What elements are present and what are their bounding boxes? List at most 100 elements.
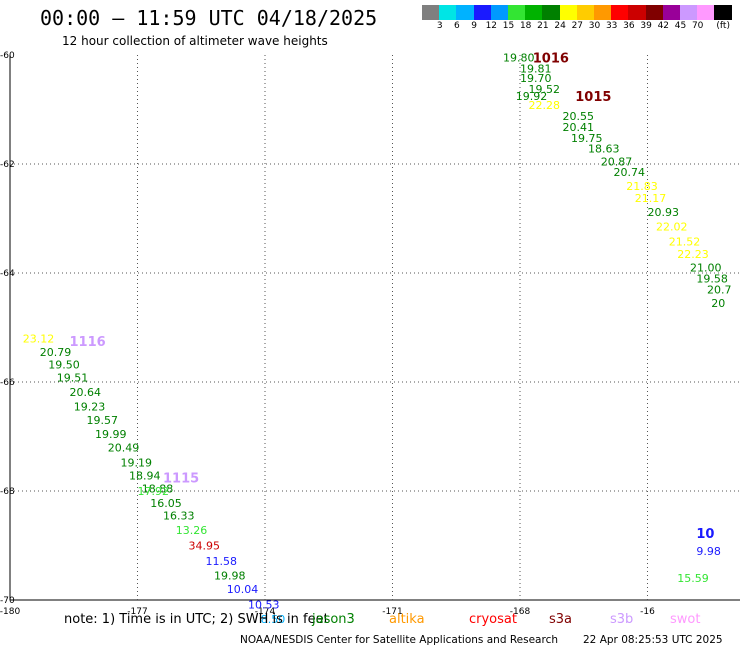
wave-height-value: 20.87 bbox=[601, 155, 633, 168]
colorbar-swatch bbox=[422, 5, 440, 20]
wave-height-value: 19.52 bbox=[528, 83, 560, 96]
satellite-legend-altika: altika bbox=[389, 612, 425, 627]
wave-height-value: 16.05 bbox=[150, 497, 182, 510]
colorbar-tick-label: 27 bbox=[571, 21, 584, 31]
colorbar-tick-label: 30 bbox=[588, 21, 601, 31]
colorbar-swatch bbox=[662, 5, 681, 20]
colorbar-tick-label: 9 bbox=[471, 21, 477, 31]
colorbar-tick-label: 42 bbox=[657, 21, 670, 31]
colorbar-swatch bbox=[645, 5, 664, 20]
wave-height-value: 19.51 bbox=[57, 372, 89, 385]
wave-height-value: 9.98 bbox=[696, 545, 721, 558]
wave-height-value: 19.99 bbox=[95, 428, 127, 441]
wave-height-value: 19.92 bbox=[516, 90, 548, 103]
colorbar-tick-label: 6 bbox=[454, 21, 460, 31]
colorbar-swatch bbox=[559, 5, 578, 20]
colorbar-swatch bbox=[611, 5, 629, 20]
wave-height-value: 22.23 bbox=[677, 248, 709, 261]
colorbar-tick-label: 15 bbox=[502, 21, 515, 31]
satellite-legend-s3a: s3a bbox=[549, 612, 573, 627]
pass-id-label: 1016 bbox=[533, 52, 569, 67]
x-tick-label: -174 bbox=[255, 607, 276, 617]
colorbar-swatch bbox=[628, 5, 647, 20]
y-tick-label: -66 bbox=[0, 378, 15, 388]
colorbar-tick-label: 39 bbox=[640, 21, 652, 31]
wave-height-value: 10.04 bbox=[227, 583, 259, 596]
pass-id-label: 1116 bbox=[69, 335, 105, 350]
wave-height-value: 20 bbox=[711, 297, 725, 310]
wave-height-value: 21.83 bbox=[626, 180, 658, 193]
satellite-legend-swot: swot bbox=[670, 612, 701, 627]
wave-height-value: 22.28 bbox=[528, 99, 560, 112]
chart-subtitle: 12 hour collection of altimeter wave hei… bbox=[62, 34, 328, 48]
wave-height-value: 21.00 bbox=[690, 262, 722, 275]
colorbar-tick-label: 33 bbox=[605, 21, 618, 31]
wave-height-value: 16.33 bbox=[163, 510, 195, 523]
y-tick-label: -68 bbox=[0, 487, 15, 497]
wave-height-value: 20.7 bbox=[707, 283, 732, 296]
y-tick-label: -64 bbox=[0, 269, 15, 279]
colorbar-swatch bbox=[594, 5, 612, 20]
wave-height-value: 19.70 bbox=[520, 72, 552, 85]
colorbar-tick-label: 45 bbox=[674, 21, 687, 31]
colorbar-unit: (ft) bbox=[716, 21, 730, 31]
wave-height-value: 23.12 bbox=[23, 332, 55, 345]
wave-height-value: 18.94 bbox=[129, 470, 161, 483]
wave-height-value: 22.02 bbox=[656, 221, 688, 234]
satellite-legend-jason3: jason3 bbox=[312, 612, 355, 627]
y-tick-label: -60 bbox=[0, 51, 15, 61]
wave-height-value: 21.52 bbox=[669, 235, 701, 248]
wave-height-value: 19.81 bbox=[520, 63, 552, 76]
x-tick-label: -180 bbox=[0, 607, 20, 617]
note-text: note: 1) Time is in UTC; 2) SWH is in fe… bbox=[64, 612, 329, 627]
wave-height-value: 19.23 bbox=[74, 401, 106, 414]
colorbar-tick-label: 12 bbox=[485, 21, 498, 31]
wave-height-value: 19.98 bbox=[214, 569, 246, 582]
wave-height-value: 8.50 bbox=[261, 613, 286, 626]
colorbar-swatch bbox=[714, 5, 733, 20]
wave-height-value: 19.50 bbox=[48, 359, 80, 372]
x-tick-label: -177 bbox=[127, 607, 147, 617]
wave-height-value: 20.41 bbox=[562, 121, 594, 134]
colorbar-tick-label: 3 bbox=[436, 21, 443, 31]
colorbar-swatch bbox=[508, 5, 526, 20]
y-tick-label: -70 bbox=[0, 596, 15, 606]
wave-height-value: 18.88 bbox=[142, 482, 174, 495]
colorbar-swatch bbox=[542, 5, 561, 20]
wave-height-value: 19.80 bbox=[503, 52, 534, 65]
colorbar-swatch bbox=[680, 5, 698, 20]
wave-height-value: 19.75 bbox=[571, 132, 603, 145]
pass-id-label: 1115 bbox=[163, 471, 199, 486]
x-tick-label: -171 bbox=[382, 607, 402, 617]
colorbar-swatch bbox=[525, 5, 543, 20]
colorbar-swatch bbox=[490, 5, 509, 20]
satellite-legend-s3b: s3b bbox=[610, 612, 634, 627]
colorbar-swatch bbox=[456, 5, 475, 20]
chart-title: 00:00 – 11:59 UTC 04/18/2025 bbox=[40, 6, 378, 30]
x-tick-label: -168 bbox=[510, 607, 531, 617]
colorbar-swatch bbox=[439, 5, 457, 20]
colorbar-swatch bbox=[473, 5, 492, 20]
colorbar-tick-label: 70 bbox=[691, 21, 704, 31]
wave-height-value: 11.58 bbox=[205, 555, 237, 568]
wave-height-value: 20.74 bbox=[613, 166, 645, 179]
wave-height-value: 20.93 bbox=[647, 206, 679, 219]
wave-height-value: 21.17 bbox=[635, 192, 667, 205]
wave-height-value: 19.58 bbox=[696, 272, 728, 285]
wave-height-value: 19.19 bbox=[120, 457, 151, 470]
wave-height-value: 20.64 bbox=[69, 386, 101, 399]
wave-height-value: 10.53 bbox=[248, 598, 279, 611]
pass-id-label: 1015 bbox=[575, 90, 611, 105]
wave-height-value: 20.79 bbox=[40, 346, 72, 359]
colorbar-tick-label: 24 bbox=[554, 21, 566, 31]
pass-id-label: 10 bbox=[696, 527, 714, 542]
colorbar-tick-label: 36 bbox=[623, 21, 635, 31]
satellite-legend-cryosat: cryosat bbox=[469, 612, 517, 627]
credit-text: NOAA/NESDIS Center for Satellite Applica… bbox=[240, 634, 558, 646]
generated-timestamp: 22 Apr 08:25:53 UTC 2025 bbox=[583, 634, 723, 646]
colorbar-tick-label: 21 bbox=[537, 21, 549, 31]
wave-height-value: 17.92 bbox=[137, 485, 169, 498]
wave-height-value: 20.49 bbox=[108, 441, 140, 454]
colorbar-swatch bbox=[576, 5, 595, 20]
